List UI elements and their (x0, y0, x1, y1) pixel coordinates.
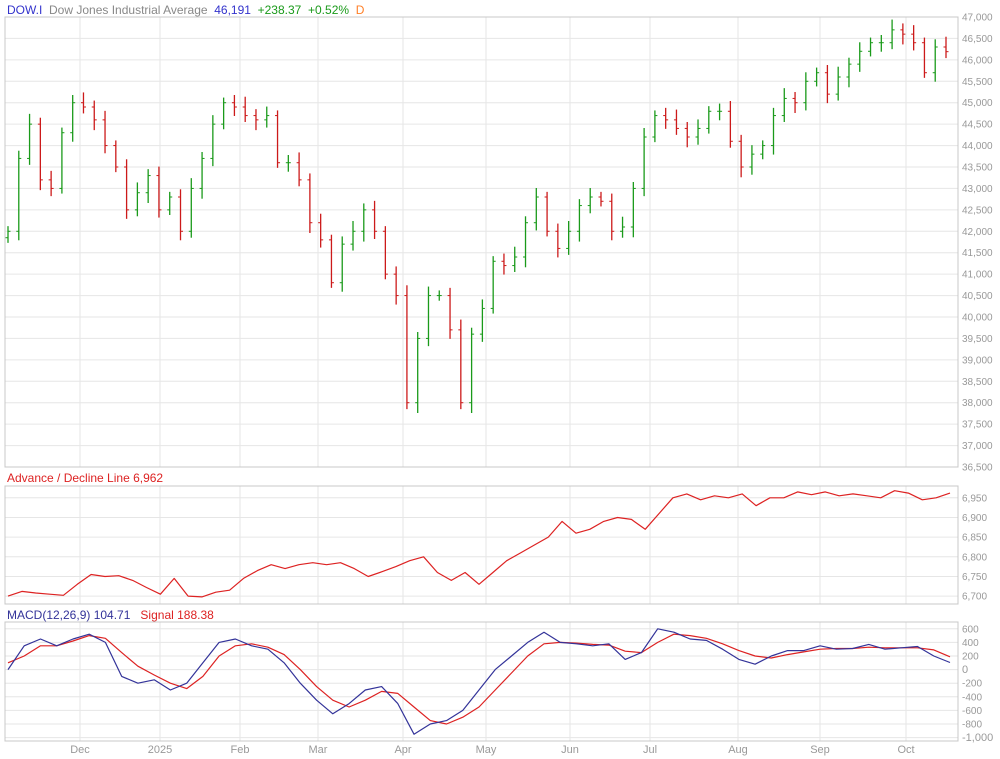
y-tick-label: 44,500 (962, 120, 993, 131)
chart-header: DOW.I Dow Jones Industrial Average 46,19… (7, 3, 364, 17)
y-tick-label: -200 (962, 679, 982, 690)
ad-line (7, 490, 951, 598)
signal-label: Signal 188.38 (140, 608, 214, 622)
y-tick-label: 40,000 (962, 313, 993, 324)
instrument-name: Dow Jones Industrial Average (49, 3, 208, 17)
y-tick-label: 6,700 (962, 592, 987, 603)
signal-line (7, 633, 951, 725)
macd-line (7, 628, 951, 735)
y-tick-label: 46,000 (962, 55, 993, 66)
x-tick-label: Aug (728, 744, 748, 756)
y-tick-label: 40,500 (962, 291, 993, 302)
panel-frame (4, 621, 959, 742)
x-tick-label: Dec (70, 744, 90, 756)
y-tick-label: 41,500 (962, 248, 993, 259)
y-tick-label: 45,500 (962, 77, 993, 88)
y-tick-label: 44,000 (962, 141, 993, 152)
panel-frame (4, 16, 959, 468)
y-tick-label: 200 (962, 652, 979, 663)
y-tick-label: -600 (962, 706, 982, 717)
ad-label: Advance / Decline Line 6,962 (7, 471, 164, 485)
y-tick-label: 36,500 (962, 463, 993, 474)
price-change-pct: +0.52% (308, 3, 350, 17)
y-tick-label: 42,500 (962, 205, 993, 216)
y-tick-label: 45,000 (962, 98, 993, 109)
macd-label-row: MACD(12,26,9) 104.71 Signal 188.38 (7, 608, 214, 622)
y-tick-label: 46,500 (962, 34, 993, 45)
y-tick-label: 400 (962, 638, 979, 649)
x-tick-label: Sep (810, 744, 830, 756)
x-tick-label: Apr (394, 744, 411, 756)
x-tick-label: Jul (643, 744, 657, 756)
x-tick-label: Mar (309, 744, 328, 756)
x-tick-label: May (476, 744, 497, 756)
y-tick-label: 6,950 (962, 493, 987, 504)
y-tick-label: 6,850 (962, 533, 987, 544)
price-change: +238.37 (257, 3, 302, 17)
y-tick-label: -1,000 (962, 732, 993, 744)
y-tick-label: 41,000 (962, 270, 993, 281)
y-tick-label: 47,000 (962, 13, 993, 24)
y-tick-label: 38,000 (962, 398, 993, 409)
y-tick-label: 37,500 (962, 420, 993, 431)
y-tick-label: -400 (962, 692, 982, 703)
y-tick-label: 6,800 (962, 552, 987, 563)
last-price: 46,191 (214, 3, 251, 17)
y-tick-label: 39,000 (962, 355, 993, 366)
x-tick-label: Oct (897, 744, 914, 756)
y-tick-label: 600 (962, 624, 979, 635)
y-tick-label: 43,000 (962, 184, 993, 195)
y-tick-label: 43,500 (962, 163, 993, 174)
x-tick-label: Jun (561, 744, 579, 756)
y-tick-label: 6,900 (962, 513, 987, 524)
y-tick-label: 42,000 (962, 227, 993, 238)
symbol[interactable]: DOW.I (7, 3, 43, 17)
y-tick-label: 38,500 (962, 377, 993, 388)
y-tick-label: 0 (962, 664, 968, 676)
x-tick-label: Feb (231, 744, 250, 756)
macd-label: MACD(12,26,9) 104.71 (7, 608, 131, 622)
panel-frame (4, 485, 959, 605)
x-tick-label: 2025 (148, 744, 172, 756)
y-tick-label: 37,000 (962, 441, 993, 452)
y-tick-label: 39,500 (962, 334, 993, 345)
y-tick-label: -800 (962, 720, 982, 731)
y-tick-label: 6,750 (962, 572, 987, 583)
period-selector[interactable]: D (355, 3, 365, 17)
